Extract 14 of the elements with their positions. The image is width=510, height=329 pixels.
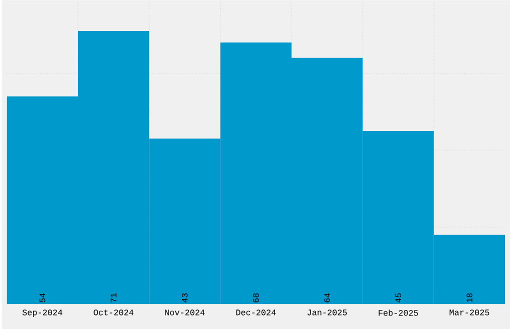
x-tick-label: Nov-2024 bbox=[165, 310, 205, 316]
x-tick-label: Jan-2025 bbox=[308, 310, 347, 316]
data-label: 64 bbox=[324, 293, 330, 302]
x-tick-label: Mar-2025 bbox=[450, 310, 490, 316]
data-label: 71 bbox=[110, 293, 116, 302]
x-tick-label: Dec-2024 bbox=[236, 310, 276, 316]
data-label: 18 bbox=[466, 293, 472, 302]
x-tick-label: Sep-2024 bbox=[22, 310, 62, 317]
x-tick-label: Oct-2024 bbox=[94, 310, 134, 316]
data-label: 45 bbox=[395, 293, 402, 302]
data-label: 68 bbox=[253, 293, 259, 302]
data-label: 54 bbox=[40, 293, 46, 302]
x-tick-label: Feb-2025 bbox=[378, 310, 418, 316]
data-label: 43 bbox=[182, 293, 188, 302]
